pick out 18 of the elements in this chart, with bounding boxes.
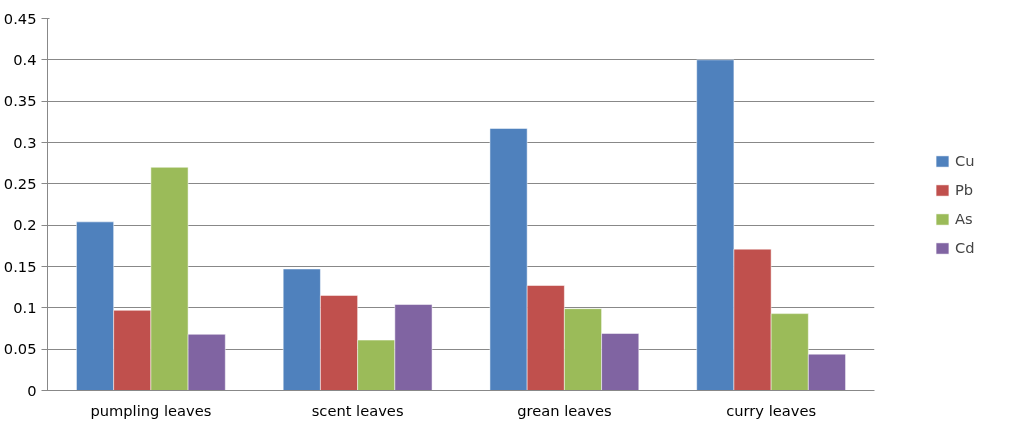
y-tick-label: 0.05: [3, 340, 37, 358]
y-tick-label: 0.45: [3, 9, 37, 27]
y-tick-label: 0.3: [13, 133, 37, 151]
y-tick-label: 0.1: [13, 298, 37, 316]
x-tick-label: scent leaves: [311, 401, 404, 419]
x-tick-label: pumpling leaves: [90, 401, 212, 419]
y-tick-label: 0.25: [3, 174, 37, 192]
y-tick-label: 0.2: [13, 216, 37, 234]
y-tick-label: 0.15: [3, 257, 37, 275]
x-tick-label: grean leaves: [517, 401, 612, 419]
legend-label: Pb: [955, 181, 975, 198]
y-tick-label: 0: [27, 381, 37, 399]
legend-label: Cd: [955, 239, 975, 256]
y-tick-label: 0.35: [3, 92, 37, 110]
x-tick-label: curry leaves: [726, 401, 817, 419]
y-tick-label: 0.4: [13, 50, 37, 68]
legend-label: Cu: [955, 152, 975, 169]
legend-label: As: [955, 210, 974, 227]
